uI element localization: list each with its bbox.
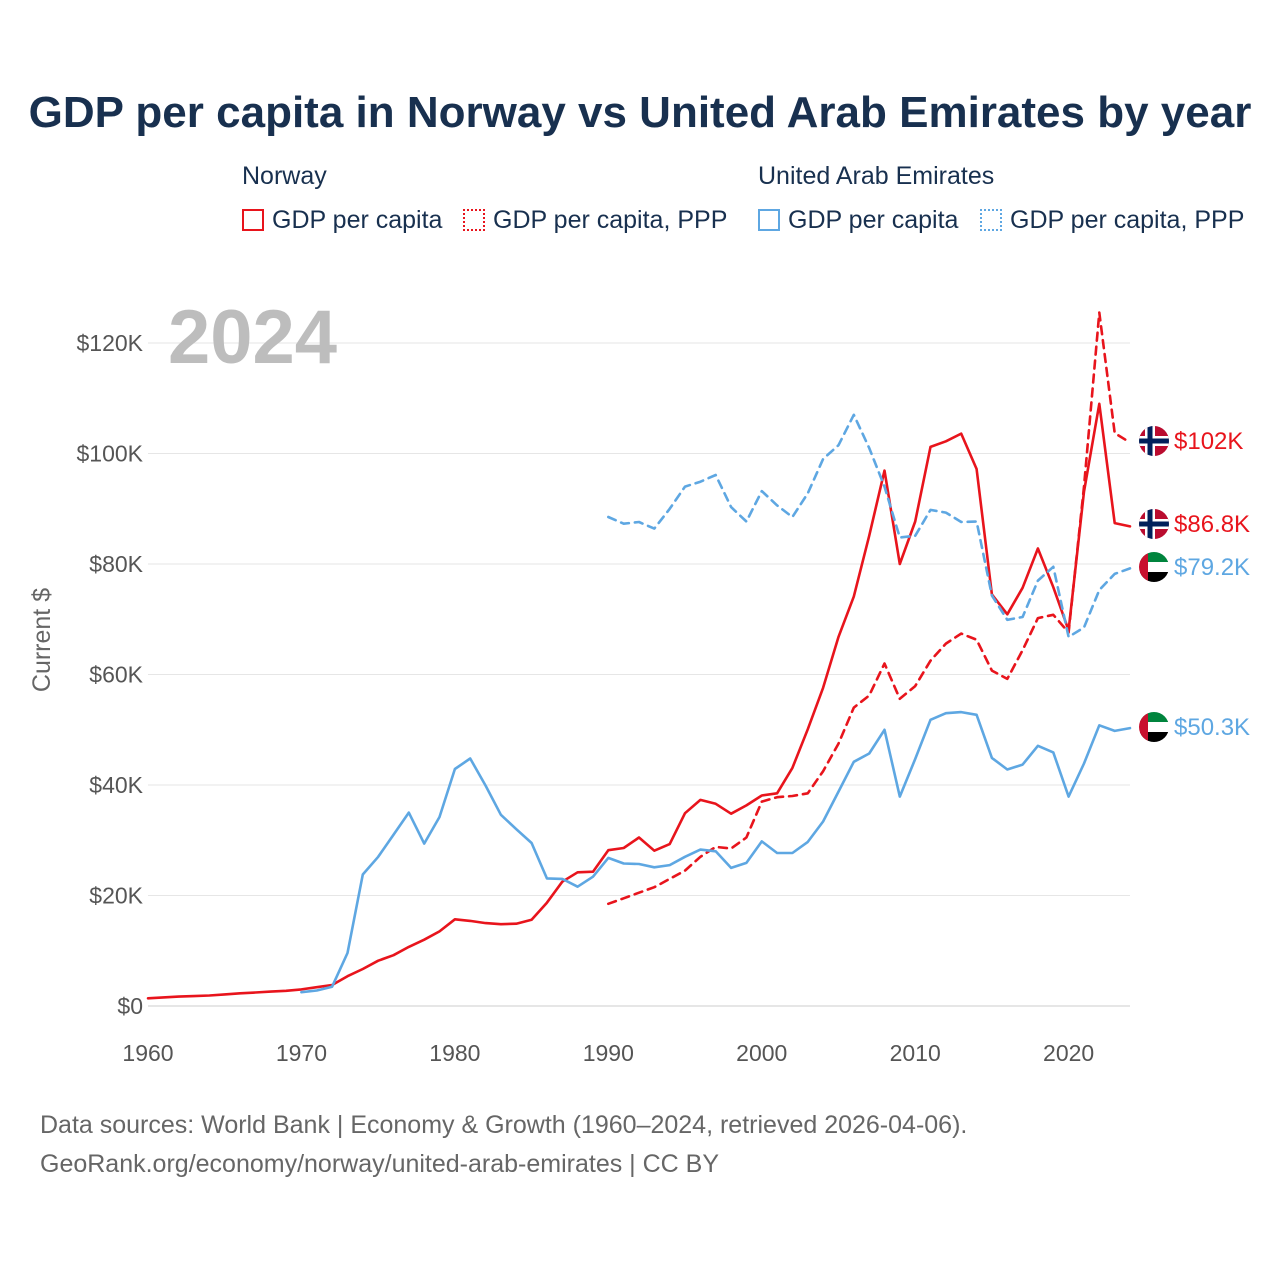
series-line-uae-dashed xyxy=(606,413,1132,639)
year-overlay: 2024 xyxy=(168,295,337,380)
legend-label: GDP per capita xyxy=(272,205,443,234)
legend-label: GDP per capita, PPP xyxy=(1010,205,1245,234)
y-tick-label: $0 xyxy=(117,993,143,1019)
y-tick-label: $120K xyxy=(76,330,143,356)
y-tick-label: $80K xyxy=(89,551,143,577)
sources-line-1: Data sources: World Bank | Economy & Gro… xyxy=(40,1111,968,1139)
legend-swatch-solid xyxy=(758,209,780,231)
legend-item-norway-ppp[interactable]: GDP per capita, PPP xyxy=(463,205,727,235)
uae-flag-icon xyxy=(1139,552,1169,582)
x-tick-label: 1980 xyxy=(429,1040,480,1066)
series-line-uae-solid xyxy=(300,710,1132,994)
legend-swatch-dotted xyxy=(463,209,485,231)
sources-line-2[interactable]: GeoRank.org/economy/norway/united-arab-e… xyxy=(40,1150,720,1178)
y-axis-title: Current $ xyxy=(28,588,56,692)
series-line-norway-solid xyxy=(146,402,1132,1000)
legend-group-norway: Norway xyxy=(242,162,327,190)
series-line-norway-dashed xyxy=(606,311,1132,906)
legend-label: GDP per capita, PPP xyxy=(493,205,728,234)
x-tick-label: 2010 xyxy=(890,1040,941,1066)
legend-label: GDP per capita xyxy=(788,205,959,234)
uae-flag-icon xyxy=(1139,712,1169,742)
end-label-norway-gdp: $86.8K xyxy=(1174,511,1250,538)
end-label-norway-ppp: $102K xyxy=(1174,428,1243,455)
y-tick-label: $60K xyxy=(89,662,143,688)
y-tick-label: $40K xyxy=(89,772,143,798)
legend-item-uae-ppp[interactable]: GDP per capita, PPP xyxy=(980,205,1244,235)
legend-item-uae-gdp[interactable]: GDP per capita xyxy=(758,205,958,235)
legend-group-uae: United Arab Emirates xyxy=(758,162,995,190)
y-tick-label: $20K xyxy=(89,883,143,909)
legend-swatch-dotted xyxy=(980,209,1002,231)
legend-swatch-solid xyxy=(242,209,264,231)
end-label-uae-gdp: $50.3K xyxy=(1174,714,1250,741)
chart-title: GDP per capita in Norway vs United Arab … xyxy=(28,88,1252,137)
x-tick-label: 2000 xyxy=(736,1040,787,1066)
data-sources: Data sources: World Bank | Economy & Gro… xyxy=(40,1106,967,1184)
legend-item-norway-gdp[interactable]: GDP per capita xyxy=(242,205,442,235)
y-tick-label: $100K xyxy=(76,441,143,467)
norway-flag-icon xyxy=(1139,426,1169,456)
x-tick-label: 1970 xyxy=(276,1040,327,1066)
x-tick-label: 1960 xyxy=(122,1040,173,1066)
norway-flag-icon xyxy=(1139,509,1169,539)
end-label-uae-ppp: $79.2K xyxy=(1174,554,1250,581)
x-tick-label: 1990 xyxy=(583,1040,634,1066)
x-tick-label: 2020 xyxy=(1043,1040,1094,1066)
